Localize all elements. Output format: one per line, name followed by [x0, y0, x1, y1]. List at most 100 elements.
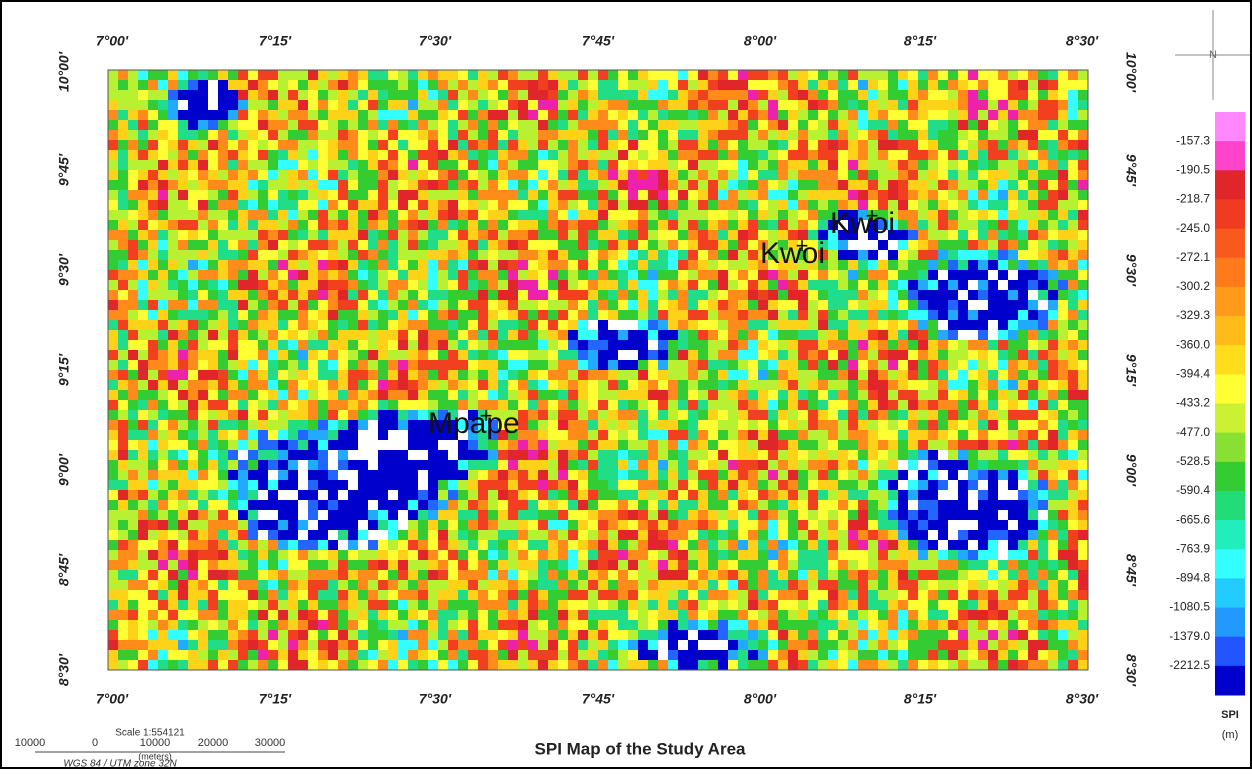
- map-cell: [798, 300, 808, 310]
- map-cell: [298, 510, 308, 520]
- map-cell: [408, 160, 418, 170]
- map-cell: [808, 440, 818, 450]
- map-cell: [548, 150, 558, 160]
- map-cell: [1048, 190, 1058, 200]
- map-cell: [378, 230, 388, 240]
- map-cell: [628, 570, 638, 580]
- map-cell: [698, 490, 708, 500]
- map-cell: [328, 160, 338, 170]
- map-cell: [728, 430, 738, 440]
- map-cell: [568, 220, 578, 230]
- map-cell: [488, 240, 498, 250]
- map-cell: [1028, 160, 1038, 170]
- map-cell: [138, 210, 148, 220]
- map-cell: [808, 400, 818, 410]
- map-cell: [748, 440, 758, 450]
- map-cell: [1078, 400, 1088, 410]
- map-cell: [128, 540, 138, 550]
- map-cell: [968, 530, 978, 540]
- map-cell: [318, 420, 328, 430]
- map-cell: [688, 160, 698, 170]
- map-cell: [788, 440, 798, 450]
- map-cell: [678, 120, 688, 130]
- map-cell: [838, 170, 848, 180]
- map-cell: [158, 160, 168, 170]
- map-cell: [1018, 210, 1028, 220]
- map-cell: [1008, 350, 1018, 360]
- map-cell: [498, 110, 508, 120]
- map-cell: [798, 520, 808, 530]
- map-cell: [118, 530, 128, 540]
- map-cell: [968, 420, 978, 430]
- map-cell: [1038, 260, 1048, 270]
- map-cell: [138, 230, 148, 240]
- map-cell: [1068, 300, 1078, 310]
- map-cell: [868, 150, 878, 160]
- map-cell: [1058, 460, 1068, 470]
- map-cell: [108, 200, 118, 210]
- map-cell: [378, 270, 388, 280]
- map-cell: [928, 310, 938, 320]
- map-cell: [438, 350, 448, 360]
- map-cell: [1038, 370, 1048, 380]
- map-cell: [1048, 480, 1058, 490]
- map-cell: [1078, 410, 1088, 420]
- map-cell: [868, 120, 878, 130]
- map-cell: [388, 160, 398, 170]
- map-cell: [638, 560, 648, 570]
- map-cell: [218, 540, 228, 550]
- map-cell: [988, 100, 998, 110]
- map-cell: [778, 540, 788, 550]
- map-cell: [1008, 240, 1018, 250]
- map-cell: [558, 260, 568, 270]
- map-cell: [738, 160, 748, 170]
- map-cell: [938, 490, 948, 500]
- map-cell: [258, 360, 268, 370]
- map-cell: [578, 310, 588, 320]
- map-cell: [598, 410, 608, 420]
- map-cell: [998, 190, 1008, 200]
- map-cell: [1038, 520, 1048, 530]
- map-cell: [518, 490, 528, 500]
- map-cell: [328, 110, 338, 120]
- map-cell: [988, 170, 998, 180]
- map-cell: [698, 470, 708, 480]
- map-cell: [218, 140, 228, 150]
- map-cell: [918, 310, 928, 320]
- map-cell: [298, 260, 308, 270]
- map-cell: [1038, 100, 1048, 110]
- map-cell: [678, 370, 688, 380]
- map-cell: [1078, 240, 1088, 250]
- map-cell: [748, 270, 758, 280]
- map-cell: [398, 70, 408, 80]
- map-cell: [998, 280, 1008, 290]
- map-cell: [1018, 90, 1028, 100]
- map-cell: [1038, 570, 1048, 580]
- map-cell: [1008, 150, 1018, 160]
- map-cell: [708, 160, 718, 170]
- map-cell: [708, 530, 718, 540]
- map-cell: [968, 300, 978, 310]
- map-cell: [1018, 200, 1028, 210]
- map-cell: [748, 350, 758, 360]
- map-cell: [298, 390, 308, 400]
- map-cell: [308, 110, 318, 120]
- map-cell: [1038, 480, 1048, 490]
- map-cell: [898, 290, 908, 300]
- map-cell: [938, 350, 948, 360]
- map-cell: [1068, 280, 1078, 290]
- map-cell: [908, 250, 918, 260]
- map-cell: [308, 100, 318, 110]
- map-cell: [938, 480, 948, 490]
- map-cell: [1018, 370, 1028, 380]
- map-cell: [678, 480, 688, 490]
- map-cell: [508, 340, 518, 350]
- map-cell: [798, 560, 808, 570]
- map-cell: [938, 430, 948, 440]
- map-cell: [588, 180, 598, 190]
- map-cell: [858, 330, 868, 340]
- map-cell: [468, 340, 478, 350]
- map-cell: [498, 310, 508, 320]
- map-cell: [678, 520, 688, 530]
- map-cell: [418, 310, 428, 320]
